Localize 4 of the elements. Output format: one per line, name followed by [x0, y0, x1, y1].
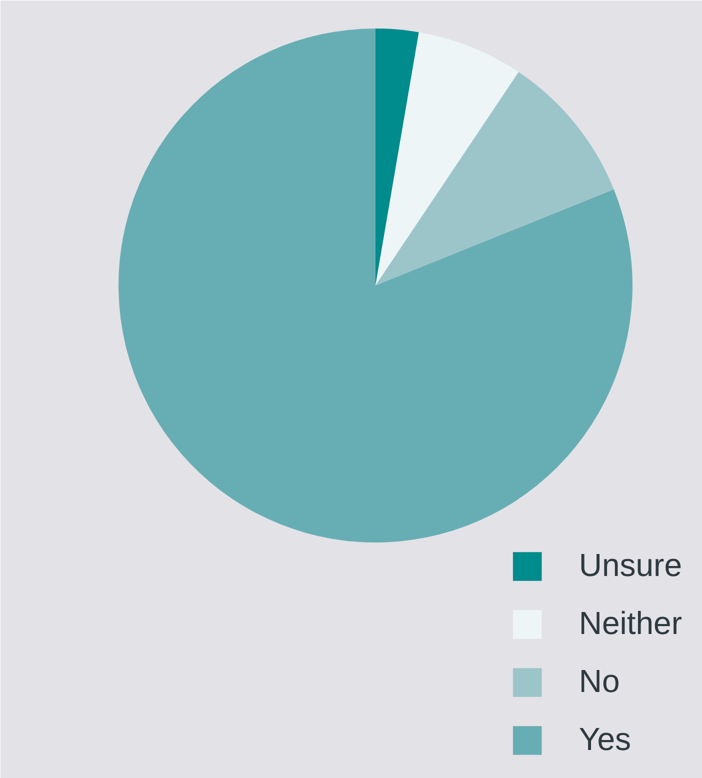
legend-label: Yes: [578, 721, 632, 758]
legend-label: Neither: [578, 605, 682, 642]
legend-label: Unsure: [578, 547, 682, 584]
legend-label: No: [578, 663, 620, 700]
